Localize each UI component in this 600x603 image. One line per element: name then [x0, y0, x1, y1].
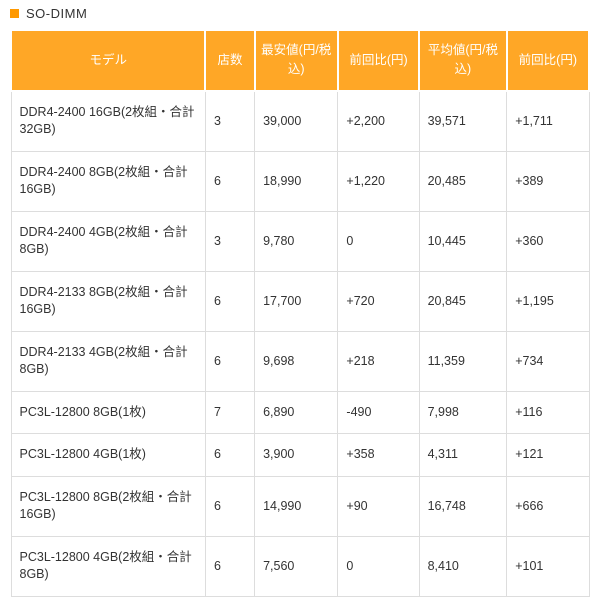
table-row: DDR4-2400 16GB(2枚組・合計32GB)339,000+2,2003… — [11, 91, 589, 152]
cell-diff2: +101 — [507, 536, 589, 596]
cell-shops: 6 — [205, 476, 254, 536]
cell-diff2: +389 — [507, 151, 589, 211]
cell-model: DDR4-2133 8GB(2枚組・合計16GB) — [11, 271, 205, 331]
cell-shops: 6 — [205, 151, 254, 211]
cell-minprice: 17,700 — [255, 271, 338, 331]
cell-model: DDR4-2400 16GB(2枚組・合計32GB) — [11, 91, 205, 152]
col-header-diff1: 前回比(円) — [338, 30, 419, 91]
cell-diff1: +358 — [338, 434, 419, 477]
col-header-shops: 店数 — [205, 30, 254, 91]
cell-diff2: +360 — [507, 211, 589, 271]
cell-shops: 3 — [205, 211, 254, 271]
col-header-minprice: 最安値(円/税込) — [255, 30, 338, 91]
cell-minprice: 9,780 — [255, 211, 338, 271]
cell-diff1: +218 — [338, 331, 419, 391]
cell-avgprice: 8,410 — [419, 536, 507, 596]
cell-diff1: +2,200 — [338, 91, 419, 152]
cell-model: DDR4-2133 4GB(2枚組・合計8GB) — [11, 331, 205, 391]
cell-minprice: 6,890 — [255, 391, 338, 434]
cell-shops: 6 — [205, 331, 254, 391]
cell-minprice: 7,560 — [255, 536, 338, 596]
table-row: PC3L-12800 8GB(1枚)76,890-4907,998+116 — [11, 391, 589, 434]
cell-avgprice: 20,845 — [419, 271, 507, 331]
col-header-avgprice: 平均値(円/税込) — [419, 30, 507, 91]
cell-avgprice: 11,359 — [419, 331, 507, 391]
cell-avgprice: 20,485 — [419, 151, 507, 211]
cell-diff2: +1,711 — [507, 91, 589, 152]
table-row: DDR4-2400 4GB(2枚組・合計8GB)39,780010,445+36… — [11, 211, 589, 271]
cell-model: PC3L-12800 8GB(2枚組・合計16GB) — [11, 476, 205, 536]
cell-avgprice: 39,571 — [419, 91, 507, 152]
cell-minprice: 9,698 — [255, 331, 338, 391]
cell-diff2: +734 — [507, 331, 589, 391]
table-row: PC3L-12800 4GB(1枚)63,900+3584,311+121 — [11, 434, 589, 477]
cell-shops: 6 — [205, 434, 254, 477]
cell-avgprice: 10,445 — [419, 211, 507, 271]
section-title: SO-DIMM — [26, 6, 87, 21]
square-bullet-icon — [10, 9, 19, 18]
cell-diff1: +720 — [338, 271, 419, 331]
section-header: SO-DIMM — [10, 6, 590, 21]
cell-avgprice: 16,748 — [419, 476, 507, 536]
cell-minprice: 39,000 — [255, 91, 338, 152]
price-table: モデル 店数 最安値(円/税込) 前回比(円) 平均値(円/税込) 前回比(円)… — [10, 29, 590, 597]
cell-minprice: 14,990 — [255, 476, 338, 536]
cell-shops: 3 — [205, 91, 254, 152]
cell-diff2: +1,195 — [507, 271, 589, 331]
cell-diff1: 0 — [338, 536, 419, 596]
table-row: PC3L-12800 4GB(2枚組・合計8GB)67,56008,410+10… — [11, 536, 589, 596]
cell-shops: 6 — [205, 536, 254, 596]
cell-model: PC3L-12800 4GB(2枚組・合計8GB) — [11, 536, 205, 596]
cell-diff1: 0 — [338, 211, 419, 271]
cell-shops: 6 — [205, 271, 254, 331]
table-row: DDR4-2133 8GB(2枚組・合計16GB)617,700+72020,8… — [11, 271, 589, 331]
table-row: PC3L-12800 8GB(2枚組・合計16GB)614,990+9016,7… — [11, 476, 589, 536]
cell-diff1: +1,220 — [338, 151, 419, 211]
cell-model: DDR4-2400 8GB(2枚組・合計16GB) — [11, 151, 205, 211]
table-row: DDR4-2133 4GB(2枚組・合計8GB)69,698+21811,359… — [11, 331, 589, 391]
cell-diff2: +666 — [507, 476, 589, 536]
col-header-diff2: 前回比(円) — [507, 30, 589, 91]
cell-model: PC3L-12800 4GB(1枚) — [11, 434, 205, 477]
cell-diff2: +121 — [507, 434, 589, 477]
table-row: DDR4-2400 8GB(2枚組・合計16GB)618,990+1,22020… — [11, 151, 589, 211]
cell-minprice: 3,900 — [255, 434, 338, 477]
cell-shops: 7 — [205, 391, 254, 434]
cell-diff2: +116 — [507, 391, 589, 434]
cell-diff1: +90 — [338, 476, 419, 536]
cell-diff1: -490 — [338, 391, 419, 434]
col-header-model: モデル — [11, 30, 205, 91]
table-header-row: モデル 店数 最安値(円/税込) 前回比(円) 平均値(円/税込) 前回比(円) — [11, 30, 589, 91]
cell-model: DDR4-2400 4GB(2枚組・合計8GB) — [11, 211, 205, 271]
cell-avgprice: 4,311 — [419, 434, 507, 477]
cell-model: PC3L-12800 8GB(1枚) — [11, 391, 205, 434]
cell-avgprice: 7,998 — [419, 391, 507, 434]
cell-minprice: 18,990 — [255, 151, 338, 211]
